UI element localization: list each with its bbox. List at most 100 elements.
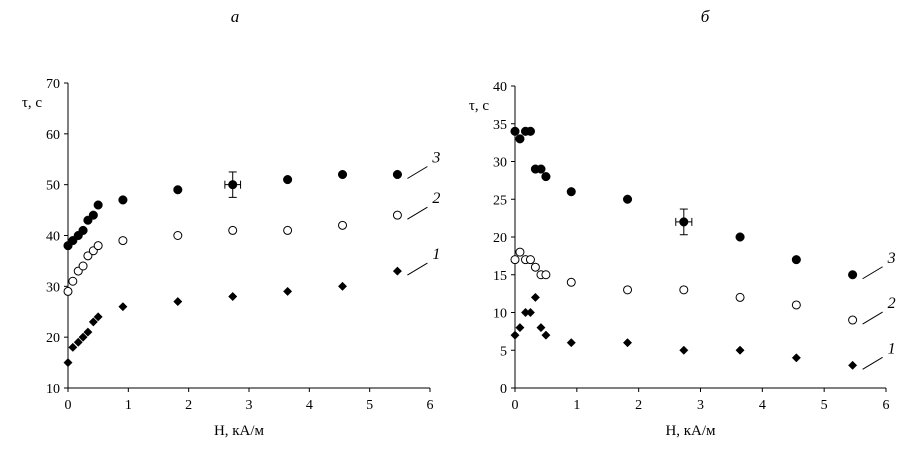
data-point — [78, 225, 88, 235]
data-point — [525, 255, 535, 265]
data-point — [515, 323, 525, 333]
data-point — [173, 185, 183, 195]
x-tick-label: 6 — [427, 398, 434, 413]
y-tick-label: 30 — [493, 156, 507, 171]
data-point — [791, 300, 801, 310]
data-point — [173, 297, 183, 307]
data-point — [68, 276, 78, 286]
data-point — [536, 164, 546, 174]
y-tick-label: 50 — [46, 179, 60, 194]
x-tick-label: 1 — [573, 398, 580, 413]
series-label: 3 — [887, 250, 896, 267]
series-label: 1 — [432, 246, 440, 263]
data-point — [566, 338, 576, 348]
x-tick-label: 5 — [366, 398, 373, 413]
data-point — [541, 172, 551, 182]
y-tick-label: 60 — [46, 128, 60, 143]
data-point — [541, 330, 551, 340]
data-point — [791, 255, 801, 265]
data-point — [515, 247, 525, 257]
series-leader-line — [407, 206, 428, 220]
data-point — [68, 342, 78, 352]
y-tick-label: 20 — [493, 231, 507, 246]
series-label: 2 — [432, 190, 440, 207]
data-point — [848, 360, 858, 370]
data-point — [337, 281, 348, 291]
panel-label: б — [701, 7, 710, 26]
x-tick-label: 5 — [821, 398, 828, 413]
data-point — [515, 134, 525, 144]
data-point — [566, 277, 576, 287]
series-1: 1 — [510, 292, 896, 370]
series-leader-line — [407, 166, 428, 179]
data-point — [392, 266, 402, 276]
y-tick-label: 35 — [493, 118, 507, 133]
data-point — [93, 312, 103, 322]
series-3: 3 — [63, 150, 440, 251]
chart-panel-2: б 0 5 10 15 20 25 30 35 40 0 1 2 3 4 5 6 τ, с H, кА/м 1 2 3 — [469, 7, 896, 439]
series-2: 2 — [63, 190, 440, 296]
y-tick-label: 25 — [493, 193, 507, 208]
x-tick-label: 4 — [759, 398, 766, 413]
data-point — [679, 345, 689, 355]
data-point — [392, 210, 402, 220]
x-tick-label: 3 — [246, 398, 253, 413]
series-leader-line — [407, 262, 428, 276]
data-point — [63, 358, 73, 368]
data-point — [735, 345, 745, 355]
y-tick-label: 20 — [46, 331, 60, 346]
data-point — [73, 337, 83, 347]
data-point — [791, 353, 801, 363]
panel-label: а — [231, 7, 240, 26]
series-label: 2 — [888, 295, 896, 312]
data-point — [510, 330, 520, 340]
series-2: 2 — [510, 247, 896, 325]
data-point — [510, 126, 520, 136]
y-tick-label: 40 — [493, 80, 507, 95]
data-point — [337, 169, 348, 180]
x-tick-label: 1 — [125, 398, 132, 413]
y-tick-label: 30 — [46, 280, 60, 295]
data-point — [118, 195, 128, 205]
data-point — [228, 225, 238, 235]
data-point — [622, 194, 633, 204]
series-1: 1 — [63, 246, 440, 368]
data-point — [525, 307, 536, 318]
series-label: 3 — [431, 150, 440, 167]
x-tick-label: 4 — [306, 398, 313, 413]
data-point — [566, 187, 576, 197]
y-tick-label: 10 — [46, 382, 60, 397]
data-point — [848, 315, 858, 325]
x-tick-label: 3 — [697, 398, 704, 413]
data-point — [93, 200, 103, 210]
data-point — [283, 286, 293, 296]
data-point — [848, 270, 858, 280]
x-axis-label: H, кА/м — [214, 423, 265, 439]
y-tick-label: 0 — [500, 382, 507, 397]
data-point — [118, 236, 128, 246]
data-point — [228, 291, 238, 302]
data-point — [78, 261, 88, 271]
x-tick-label: 2 — [185, 398, 192, 413]
data-point — [63, 286, 73, 296]
data-point — [118, 302, 128, 312]
series-label: 1 — [888, 340, 896, 357]
data-point — [541, 270, 551, 280]
data-point — [392, 169, 402, 180]
x-tick-label: 0 — [65, 398, 72, 413]
x-axis-label: H, кА/м — [665, 423, 716, 439]
series-leader-line — [862, 311, 883, 325]
series-3: 3 — [510, 126, 896, 280]
y-tick-label: 10 — [493, 307, 507, 322]
y-tick-label: 5 — [500, 344, 507, 359]
y-tick-label: 40 — [46, 230, 60, 245]
y-tick-label: 70 — [46, 77, 60, 92]
data-point — [735, 232, 745, 242]
y-axis-label: τ, с — [22, 95, 43, 111]
data-point — [679, 217, 689, 227]
y-tick-label: 15 — [493, 269, 507, 284]
data-point — [623, 285, 633, 295]
series-leader-line — [862, 356, 883, 370]
data-point — [88, 210, 98, 220]
